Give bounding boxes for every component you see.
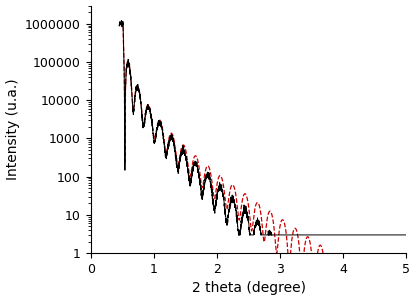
X-axis label: 2 theta (degree): 2 theta (degree)	[192, 281, 306, 296]
Y-axis label: Intensity (u.a.): Intensity (u.a.)	[5, 79, 20, 180]
